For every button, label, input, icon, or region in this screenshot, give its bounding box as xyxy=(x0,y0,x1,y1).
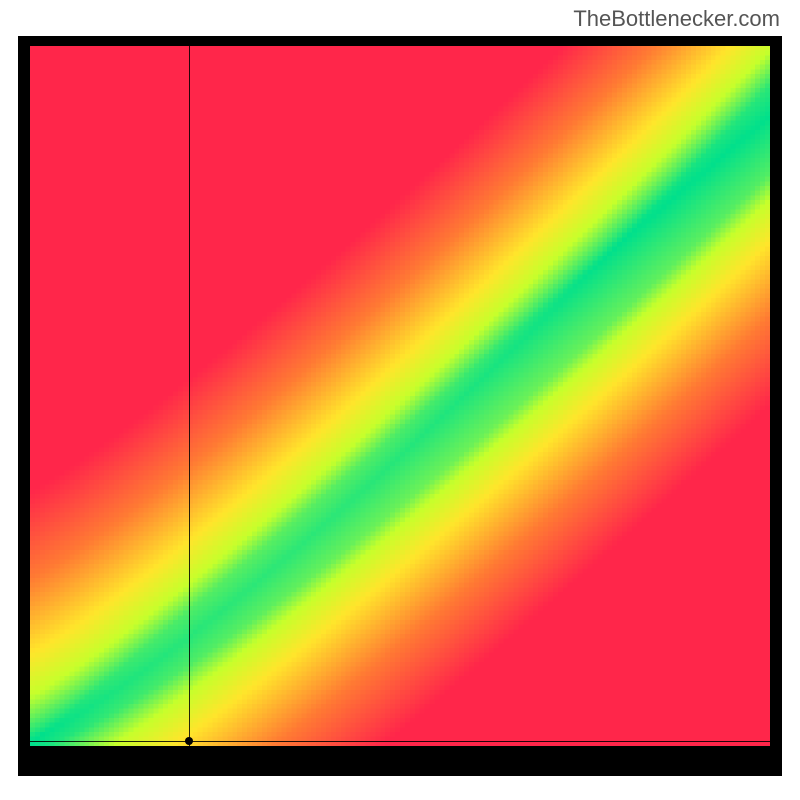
watermark-text: TheBottlenecker.com xyxy=(573,6,780,32)
crosshair-horizontal xyxy=(30,741,770,742)
crosshair-vertical xyxy=(189,46,190,746)
heatmap-canvas xyxy=(30,46,770,746)
plot-frame xyxy=(18,36,782,776)
